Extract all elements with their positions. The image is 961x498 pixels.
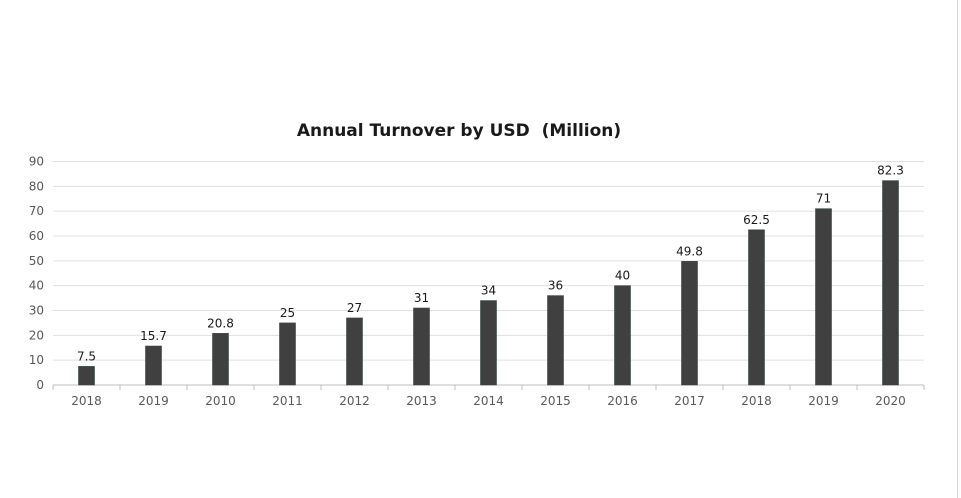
x-tick-label: 2019 [808,394,839,408]
data-label: 15.7 [140,329,167,343]
x-tick-label: 2016 [607,394,638,408]
x-tick-label: 2015 [540,394,571,408]
data-label: 71 [816,192,831,206]
y-tick-label: 70 [29,204,44,218]
bar [346,317,363,386]
data-label: 36 [548,279,563,293]
y-tick-label: 90 [29,155,44,169]
x-tick-label: 2014 [473,394,504,408]
bar [748,229,765,386]
y-tick-label: 30 [29,304,44,318]
bar [78,366,95,386]
data-label: 27 [347,301,362,315]
y-tick-label: 50 [29,254,44,268]
bar [279,322,296,386]
bar [480,300,497,386]
x-tick-label: 2018 [741,394,772,408]
bar [614,285,631,386]
y-tick-label: 80 [29,179,44,193]
bar [145,345,162,386]
y-tick-label: 40 [29,279,44,293]
y-tick-label: 20 [29,328,44,342]
x-tick-label: 2013 [406,394,437,408]
data-label: 40 [615,269,630,283]
window-edge [957,0,958,498]
bar [547,295,564,386]
bar [882,180,899,386]
bar [815,208,832,386]
bar [212,333,229,386]
data-label: 7.5 [77,349,96,363]
y-tick-label: 60 [29,229,44,243]
bar [413,307,430,386]
data-label: 31 [414,291,429,305]
data-label: 82.3 [877,164,904,178]
x-tick-label: 2011 [272,394,303,408]
data-label: 25 [280,306,295,320]
chart-title: Annual Turnover by USD (Million) [297,121,621,141]
data-label: 20.8 [207,316,234,330]
data-label: 49.8 [676,244,703,258]
data-label: 34 [481,284,496,298]
x-tick-label: 2017 [674,394,705,408]
x-tick-label: 2012 [339,394,370,408]
bar [681,261,698,386]
x-tick-label: 2020 [875,394,906,408]
x-tick-label: 2018 [71,394,102,408]
data-label: 62.5 [743,213,770,227]
x-tick-label: 2019 [138,394,169,408]
y-tick-label: 0 [36,378,44,392]
y-tick-label: 10 [29,353,44,367]
x-tick-label: 2010 [205,394,236,408]
